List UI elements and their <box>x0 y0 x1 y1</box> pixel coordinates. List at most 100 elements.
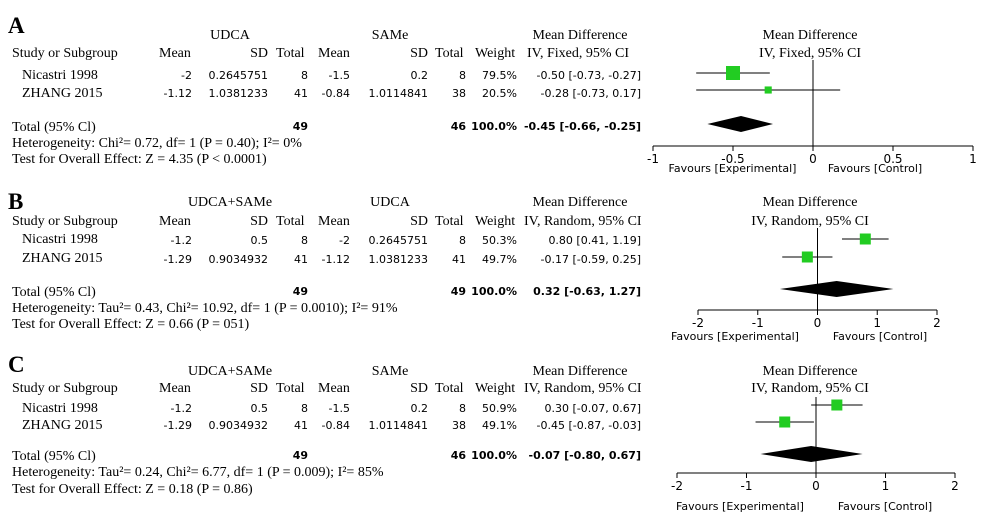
heterogeneity-text: Heterogeneity: Chi²= 0.72, df= 1 (P = 0.… <box>12 136 302 151</box>
total-ci: 0.32 [-0.63, 1.27] <box>533 285 641 298</box>
favours-left-label: Favours [Experimental] <box>676 500 804 513</box>
study-marker <box>801 251 813 263</box>
col-total2: Total <box>435 381 464 396</box>
n2-cell: 8 <box>459 402 466 415</box>
forest-plot-a: -1 -0.5 0 0.5 1 <box>647 60 977 166</box>
total-label: Total (95% Cl) <box>12 285 96 300</box>
study-marker <box>764 86 772 94</box>
plot-method: IV, Random, 95% CI <box>751 381 869 396</box>
x-tick-label: -1 <box>741 479 753 493</box>
x-tick-label: 0.5 <box>883 152 902 166</box>
mean2-cell: -1.5 <box>328 69 350 82</box>
total-n1: 49 <box>292 449 308 462</box>
col-sd2: SD <box>410 214 428 229</box>
total-n1: 49 <box>292 285 308 298</box>
col-total2: Total <box>435 46 464 61</box>
n1-cell: 41 <box>294 253 308 266</box>
x-tick-label: 2 <box>933 316 941 330</box>
weight-cell: 50.9% <box>482 402 517 415</box>
plot-method: IV, Random, 95% CI <box>751 214 869 229</box>
col-mean2: Mean <box>318 381 350 396</box>
col-sd1: SD <box>250 381 268 396</box>
mean1-cell: -1.12 <box>163 87 192 100</box>
ci-cell: -0.28 [-0.73, 0.17] <box>540 87 642 100</box>
panel-letter: C <box>8 352 25 377</box>
mean1-cell: -1.29 <box>163 253 192 266</box>
total-weight: 100.0% <box>471 449 517 462</box>
x-tick-label: 0 <box>809 152 817 166</box>
mean2-cell: -0.84 <box>321 87 350 100</box>
x-tick-label: -1 <box>752 316 764 330</box>
col-sd1: SD <box>250 46 268 61</box>
weight-cell: 20.5% <box>482 87 517 100</box>
col-mean2: Mean <box>318 46 350 61</box>
n1-cell: 8 <box>301 402 308 415</box>
sd2-cell: 1.0114841 <box>368 419 429 432</box>
mean1-cell: -1.2 <box>170 402 192 415</box>
group2-header: UDCA <box>370 195 410 210</box>
study-marker <box>859 233 871 245</box>
mean1-cell: -2 <box>181 69 192 82</box>
weight-cell: 79.5% <box>482 69 517 82</box>
col-md-method: IV, Random, 95% CI <box>524 381 642 396</box>
n2-cell: 8 <box>459 69 466 82</box>
x-tick-label: 1 <box>969 152 977 166</box>
col-total1: Total <box>276 214 305 229</box>
group2-header: SAMe <box>371 364 409 379</box>
x-tick-label: 1 <box>882 479 890 493</box>
weight-cell: 49.7% <box>482 253 517 266</box>
sd1-cell: 0.9034932 <box>208 253 269 266</box>
study-marker <box>726 66 740 80</box>
n1-cell: 41 <box>294 419 308 432</box>
pooled-diamond <box>779 281 894 297</box>
study-name: ZHANG 2015 <box>22 418 103 433</box>
x-tick-label: 0 <box>814 316 822 330</box>
panel-letter: A <box>8 13 25 38</box>
favours-right-label: Favours [Control] <box>827 162 923 175</box>
total-n2: 49 <box>450 285 466 298</box>
mean2-cell: -1.5 <box>328 402 350 415</box>
col-weight: Weight <box>475 214 516 229</box>
md-header: Mean Difference <box>532 28 628 43</box>
forest-plot-c: -2 -1 0 1 2 <box>671 397 959 493</box>
x-tick-label: -1 <box>647 152 659 166</box>
col-sd2: SD <box>410 46 428 61</box>
mean2-cell: -2 <box>339 234 350 247</box>
sd1-cell: 1.0381233 <box>208 87 269 100</box>
n1-cell: 8 <box>301 234 308 247</box>
total-label: Total (95% Cl) <box>12 120 96 135</box>
col-weight: Weight <box>475 46 516 61</box>
study-name: Nicastri 1998 <box>22 401 98 416</box>
heterogeneity-text: Heterogeneity: Tau²= 0.24, Chi²= 6.77, d… <box>12 465 384 480</box>
x-tick-label: -0.5 <box>721 152 744 166</box>
x-tick-label: -2 <box>671 479 683 493</box>
col-sd1: SD <box>250 214 268 229</box>
md-header: Mean Difference <box>532 364 628 379</box>
col-mean1: Mean <box>159 381 191 396</box>
col-weight: Weight <box>475 381 516 396</box>
forest-panel-b: B UDCA+SAMe UDCA Mean Difference Mean Di… <box>0 174 1000 346</box>
heterogeneity-text: Heterogeneity: Tau²= 0.43, Chi²= 10.92, … <box>12 301 398 316</box>
n1-cell: 41 <box>294 87 308 100</box>
n1-cell: 8 <box>301 69 308 82</box>
favours-left-label: Favours [Experimental] <box>668 162 797 175</box>
col-md-method: IV, Fixed, 95% CI <box>527 46 630 61</box>
overall-effect-text: Test for Overall Effect: Z = 0.66 (P = 0… <box>12 317 250 332</box>
sd1-cell: 0.5 <box>250 402 269 415</box>
ci-cell: 0.30 [-0.07, 0.67] <box>544 402 641 415</box>
sd2-cell: 0.2645751 <box>368 234 429 247</box>
study-name: ZHANG 2015 <box>22 251 103 266</box>
x-tick-label: 1 <box>873 316 881 330</box>
favours-right-label: Favours [Control] <box>832 330 928 343</box>
total-ci: -0.07 [-0.80, 0.67] <box>528 449 641 462</box>
group1-header: UDCA+SAMe <box>187 364 273 379</box>
pooled-diamond <box>707 116 773 132</box>
ci-cell: -0.45 [-0.87, -0.03] <box>536 419 641 432</box>
study-marker <box>779 416 791 428</box>
ci-cell: -0.17 [-0.59, 0.25] <box>540 253 642 266</box>
mean2-cell: -1.12 <box>321 253 350 266</box>
col-total1: Total <box>276 381 305 396</box>
favours-right-label: Favours [Control] <box>837 500 933 513</box>
col-study: Study or Subgroup <box>12 214 118 229</box>
total-n1: 49 <box>292 120 308 133</box>
